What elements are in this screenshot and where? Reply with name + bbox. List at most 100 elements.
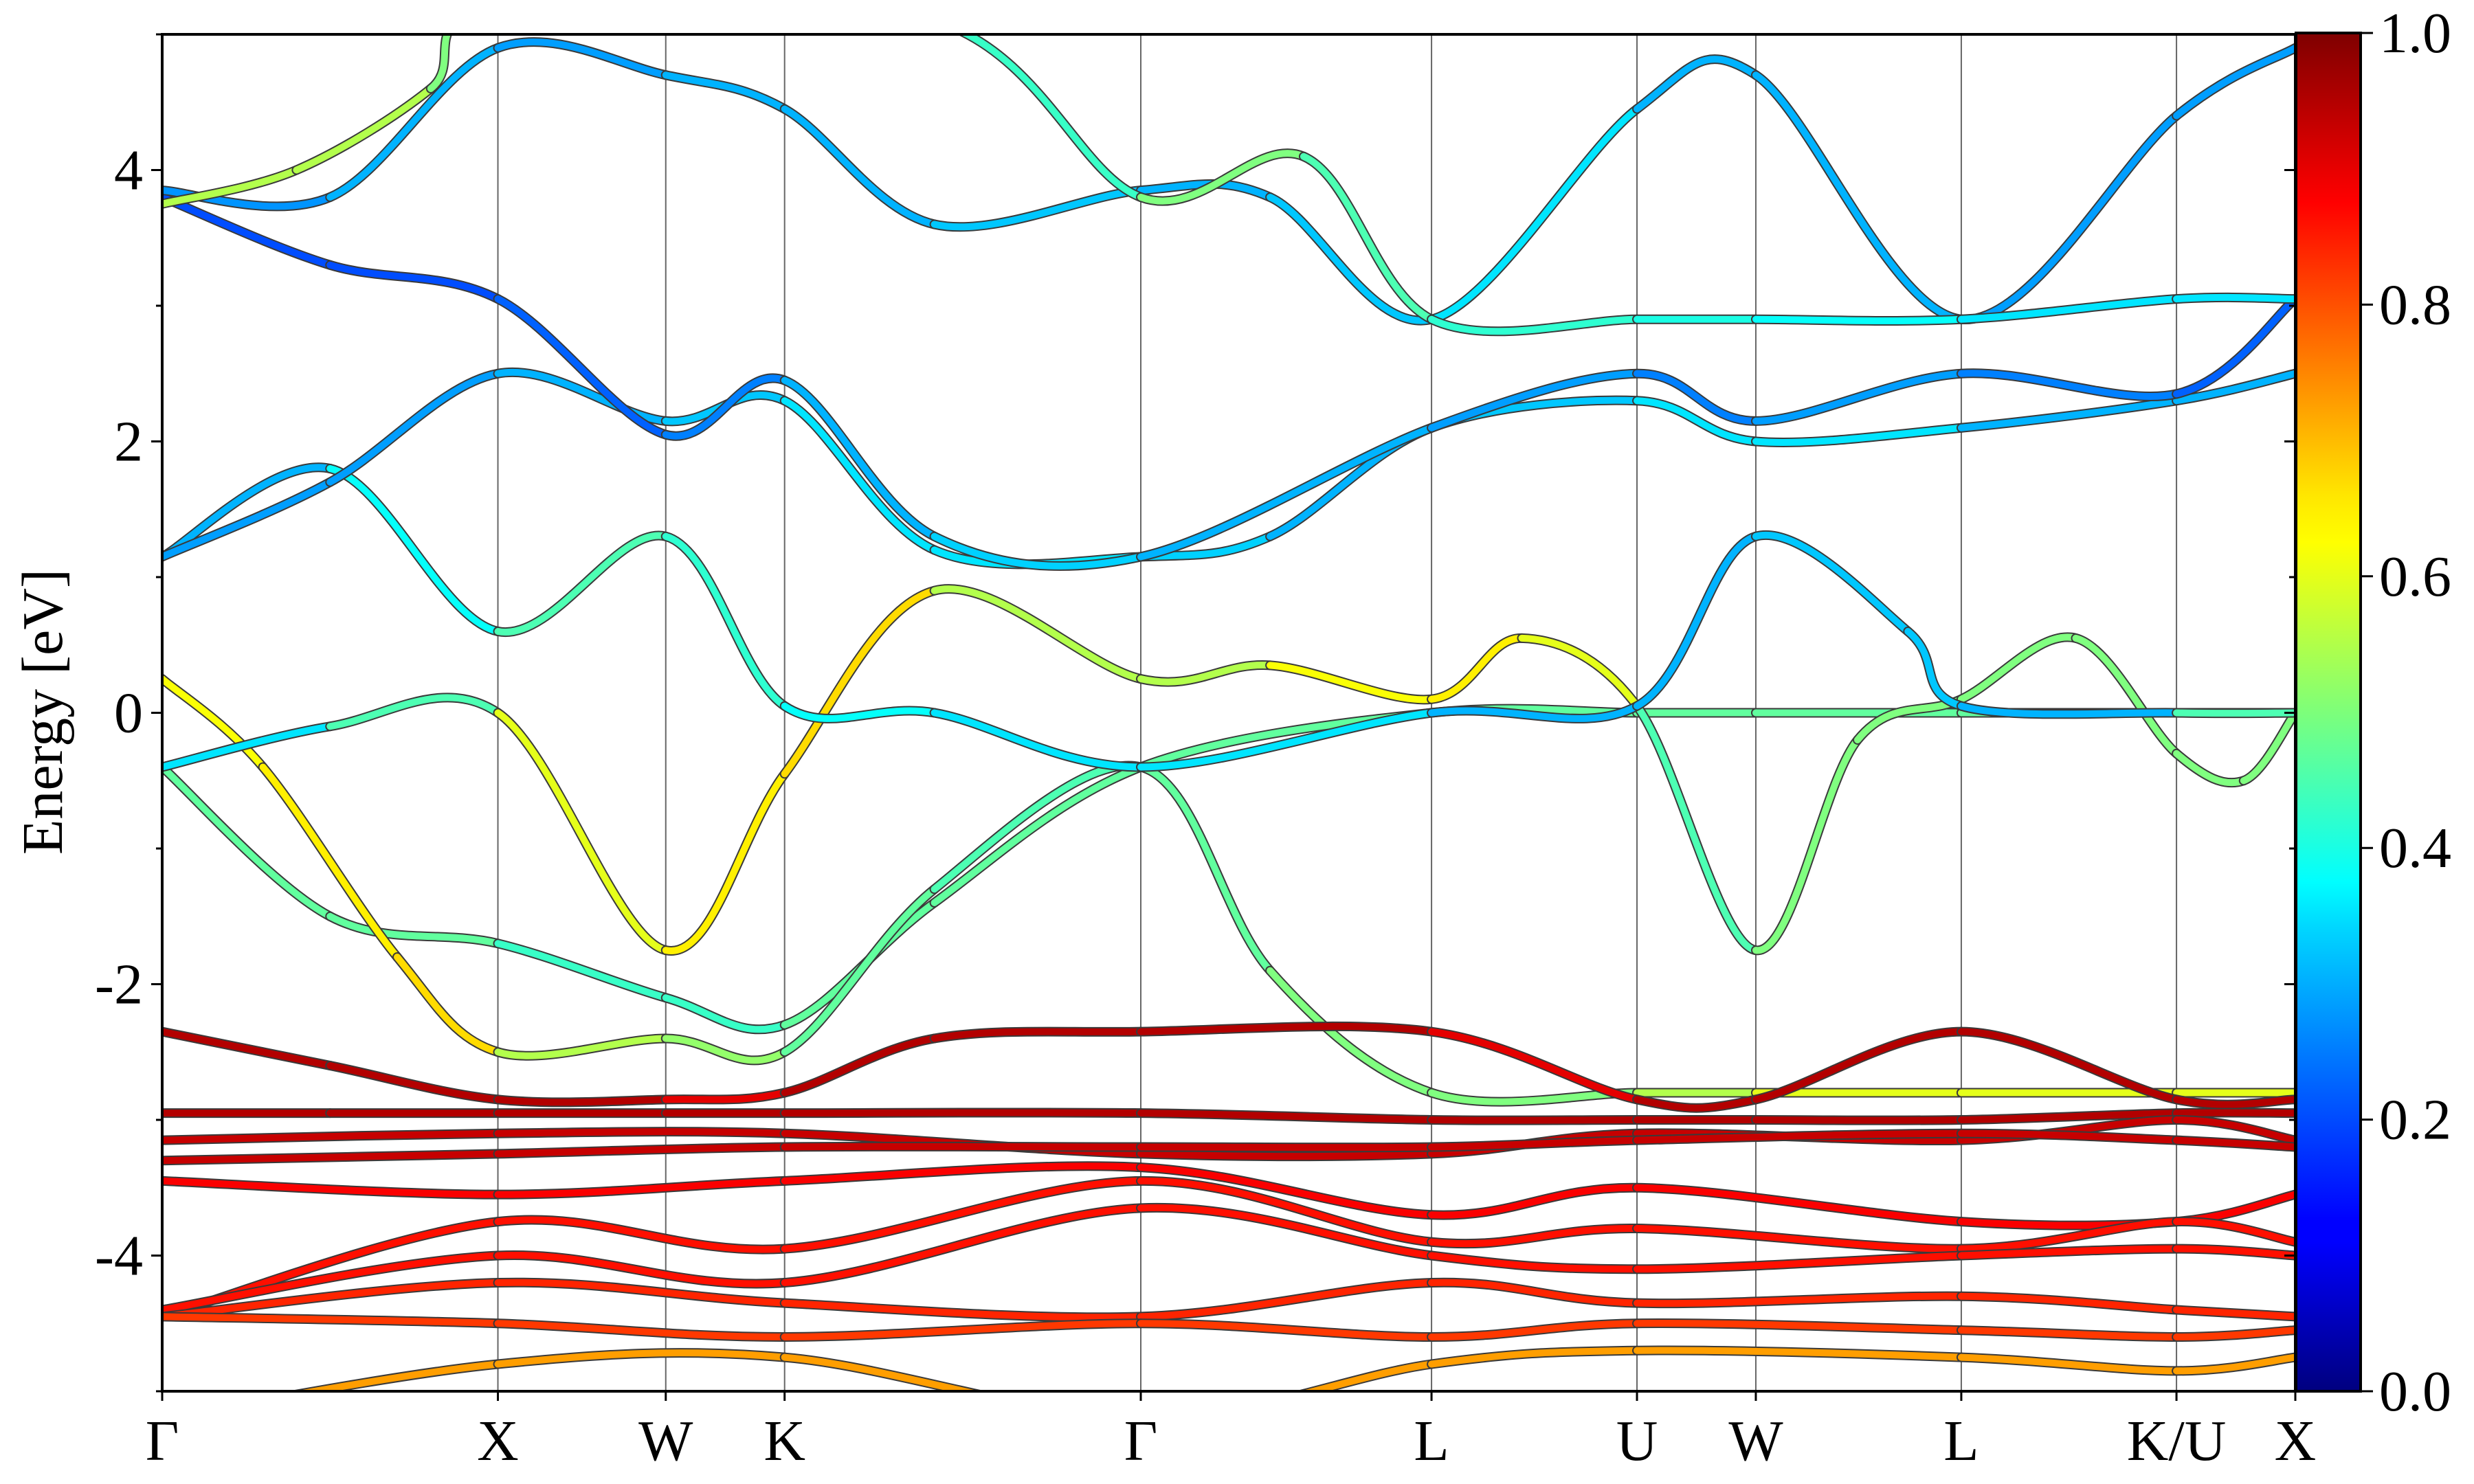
band-segment <box>1267 194 1436 324</box>
band-segment <box>1428 1224 1641 1248</box>
band-segment <box>1137 1177 1436 1246</box>
band-line <box>162 1128 2295 1166</box>
band-line <box>162 192 2295 571</box>
band-segment <box>494 38 669 79</box>
colorbar-tick-label: 0.2 <box>2379 1088 2451 1152</box>
band-segment <box>494 295 669 438</box>
band-segment <box>494 369 669 425</box>
band-segment <box>1137 661 1274 686</box>
y-tick-label: -4 <box>95 1224 143 1288</box>
y-tick-label: 0 <box>114 682 143 745</box>
band-line <box>162 1021 2295 1113</box>
band-segment <box>781 397 938 554</box>
band-segment <box>781 1320 1145 1340</box>
band-segment <box>1957 1218 2181 1252</box>
band-segment <box>781 1204 1145 1286</box>
band-segment <box>1957 1327 2181 1340</box>
band-segment <box>494 1128 788 1137</box>
band-segment-outline <box>956 34 1146 202</box>
band-segment <box>393 954 502 1056</box>
kpoint-label: Γ <box>1124 1409 1158 1473</box>
band-segment <box>1267 662 1436 704</box>
band-segment <box>1518 634 1641 710</box>
y-tick-label: 2 <box>114 410 143 474</box>
band-segment <box>1428 1320 1641 1340</box>
band-segment <box>1752 424 1965 447</box>
band-segment <box>326 261 502 303</box>
colorbar-tick-label: 0.6 <box>2379 545 2451 609</box>
band-segment-outline <box>498 0 935 21</box>
band-line <box>162 37 2295 326</box>
band-segment <box>259 763 401 960</box>
band-segment <box>1428 1116 1641 1124</box>
band-segment <box>781 1162 1145 1184</box>
band-segment <box>2173 1218 2295 1246</box>
band-segment <box>1428 1136 1641 1151</box>
kpoint-label: W <box>638 1409 693 1473</box>
band-line <box>162 1277 2295 1323</box>
band-segment <box>494 1279 788 1307</box>
band-segment <box>326 694 502 730</box>
band-segment <box>1137 1110 1436 1123</box>
band-segment <box>494 532 669 636</box>
band-segment <box>1137 763 1274 974</box>
x-axis: Γ X W K Γ L U W L K/U X <box>146 1391 2316 1473</box>
band-segment <box>494 940 669 1002</box>
energy-bands <box>162 0 2295 1391</box>
band-segment <box>1634 1096 1759 1112</box>
band-segment <box>1137 1204 1436 1259</box>
band-segment <box>1137 1320 1436 1340</box>
band-segment <box>494 1143 788 1158</box>
band-segment <box>2173 1109 2295 1117</box>
band-segment <box>1428 1279 1641 1307</box>
band-segment <box>326 912 502 947</box>
band-segment <box>1957 370 2181 401</box>
band-segment <box>930 763 1145 906</box>
band-segment <box>2173 370 2295 405</box>
band-segment <box>662 532 788 710</box>
band-segment <box>930 1028 1145 1042</box>
band-segment <box>1634 1252 1965 1273</box>
colorbar-tick-label: 0.8 <box>2379 273 2451 337</box>
band-segment <box>1137 709 1436 771</box>
band-segment <box>1957 397 2181 431</box>
band-segment <box>1428 702 1641 722</box>
band-segment <box>2173 293 2295 303</box>
band-segment <box>2173 709 2295 717</box>
band-segment <box>498 0 935 21</box>
band-segment <box>781 1109 1145 1117</box>
band-segment <box>1634 56 1759 113</box>
colorbar-tick-label: 0.4 <box>2379 816 2451 880</box>
band-segment <box>1752 737 1861 954</box>
band-segment <box>781 702 938 722</box>
band-segment <box>2173 1306 2295 1320</box>
band-segment <box>662 994 788 1033</box>
kpoint-label: L <box>1414 1409 1449 1473</box>
band-segment <box>427 34 452 92</box>
band-segment <box>1634 1347 1965 1361</box>
band-segment <box>1752 71 1965 323</box>
plot-area <box>161 0 2297 1393</box>
band-segment <box>1137 1164 1436 1219</box>
band-segment <box>1752 1028 1965 1103</box>
band-segment <box>162 1252 502 1314</box>
band-segment <box>1904 628 1965 710</box>
band-segment <box>1137 1279 1436 1320</box>
band-segment <box>930 709 1145 771</box>
band-segment <box>1428 315 1641 335</box>
band-segment <box>162 1177 502 1198</box>
band-segment <box>1634 1320 1965 1334</box>
band-line <box>162 0 2295 337</box>
band-line <box>162 368 2295 570</box>
band-segment <box>2173 1116 2295 1144</box>
band-segment <box>1137 424 1436 561</box>
band-segment <box>162 1129 502 1144</box>
band-segment <box>1957 112 2181 323</box>
kpoint-label: L <box>1943 1409 1979 1473</box>
band-segment <box>1634 1292 1965 1307</box>
band-segment <box>662 1089 788 1103</box>
band-segment <box>494 1251 788 1288</box>
band-segment <box>2173 1096 2295 1108</box>
colorbar-ticks: 0.0 0.2 0.4 0.6 0.8 1.0 <box>2361 1 2451 1424</box>
